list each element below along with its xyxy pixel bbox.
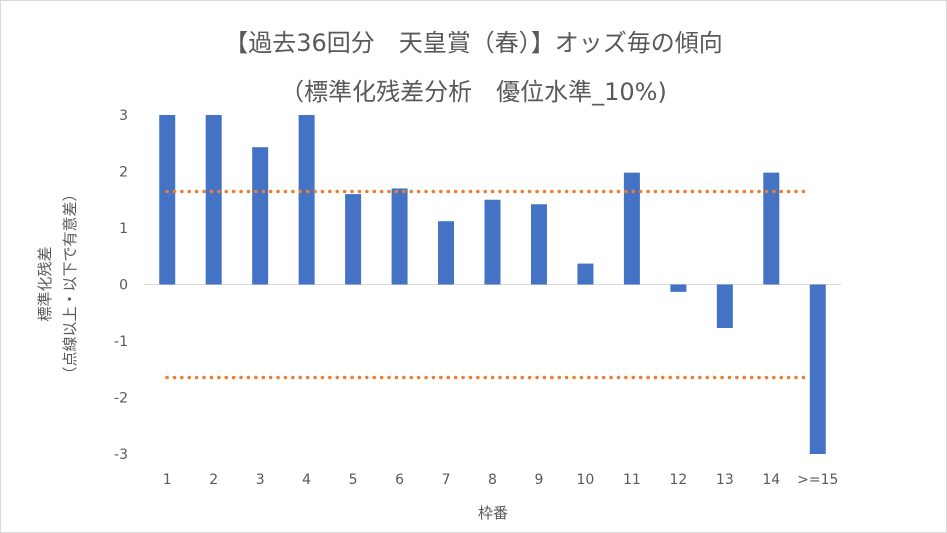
bar-2 [205, 115, 222, 285]
y-tick-label: -3 [114, 447, 128, 463]
bar-13 [716, 284, 733, 329]
bar-11 [623, 172, 640, 285]
x-tick-label: 1 [163, 472, 172, 488]
x-tick-label: 8 [488, 472, 497, 488]
y-tick-labels: 3 2 1 0 -1 -2 -3 [114, 108, 128, 463]
bar-3 [252, 147, 269, 285]
bar-10 [577, 263, 594, 285]
y-tick-label: 2 [119, 165, 128, 181]
x-tick-label: 6 [395, 472, 404, 488]
y-axis-title-line: （点線以上・以下で有意差） [61, 186, 79, 381]
chart-subtitle: （標準化残差分析 優位水準_10%) [280, 78, 667, 106]
y-tick-label: 3 [119, 108, 128, 124]
bar-14 [763, 172, 780, 285]
y-axis-title: 標準化残差 （点線以上・以下で有意差） [36, 186, 79, 381]
y-tick-label: -2 [114, 391, 128, 407]
x-tick-label: 12 [669, 472, 687, 488]
x-tick-label: 2 [209, 472, 218, 488]
chart-title: 【過去36回分 天皇賞（春）】オッズ毎の傾向 [224, 29, 723, 57]
bar-8 [484, 199, 501, 285]
x-tick-labels: 1 2 3 4 5 6 7 8 9 10 11 12 13 14 >=15 [163, 472, 839, 488]
y-axis-title-line: 標準化残差 [36, 246, 54, 321]
bars [159, 115, 826, 454]
x-tick-label: 10 [577, 472, 595, 488]
y-tick-label: 1 [119, 221, 128, 237]
x-axis-title: 枠番 [478, 504, 508, 522]
y-tick-label: -1 [114, 334, 128, 350]
x-tick-label: 7 [442, 472, 451, 488]
bar-4 [298, 115, 315, 285]
x-tick-label: 9 [535, 472, 544, 488]
y-tick-label: 0 [119, 278, 128, 294]
x-tick-label: >=15 [797, 472, 838, 488]
bar-1 [159, 115, 176, 285]
x-tick-label: 4 [302, 472, 311, 488]
bar-12 [670, 284, 687, 292]
x-tick-label: 11 [623, 472, 641, 488]
bar-7 [438, 221, 455, 285]
bar->=15 [809, 284, 826, 454]
x-tick-label: 13 [716, 472, 734, 488]
bar-6 [391, 188, 408, 285]
bar-5 [345, 194, 362, 285]
x-tick-label: 5 [349, 472, 358, 488]
bar-9 [530, 204, 547, 285]
x-tick-label: 3 [256, 472, 265, 488]
x-tick-label: 14 [762, 472, 780, 488]
